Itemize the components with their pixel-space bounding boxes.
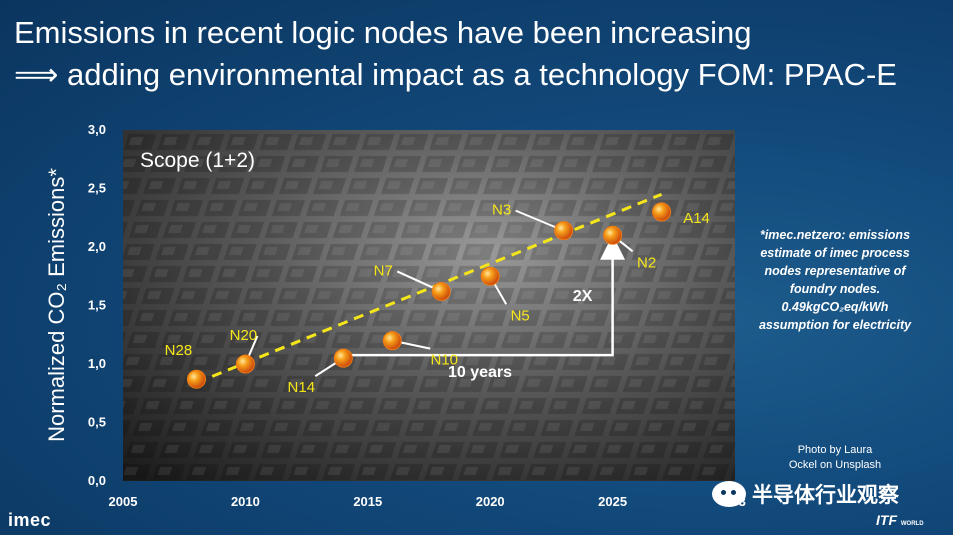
y-tick-label: 3,0: [88, 122, 106, 137]
annotations: 10 years 2X: [343, 234, 626, 381]
photo-credit-line: Ockel on Unsplash: [788, 459, 882, 471]
point-marker: [186, 369, 206, 389]
y-tick-label: 2,0: [88, 239, 106, 254]
doubling-arrow: [343, 234, 626, 357]
watermark-text: 半导体行业观察: [752, 484, 899, 507]
point-label: N10: [431, 352, 459, 369]
y-tick-label: 0,5: [88, 415, 106, 430]
x-tick-label: 2015: [353, 494, 382, 509]
x-tick-label: 2025: [598, 494, 627, 509]
point-marker: [480, 266, 500, 286]
itf-logo-small: WORLD: [900, 521, 924, 527]
point-label: N14: [288, 379, 316, 396]
x-tick-label: 2010: [231, 494, 260, 509]
point-marker: [382, 331, 402, 351]
title-line-1: Emissions in recent logic nodes have bee…: [14, 15, 752, 50]
point-label: A14: [683, 210, 710, 227]
point-label: N3: [492, 202, 511, 219]
wechat-icon: [712, 481, 746, 507]
data-point-n14: N14: [288, 348, 353, 396]
axes: 0,0 0,5 1,0 1,5 2,0 2,5 3,0 2005 2010 2015 2020 202…: [88, 122, 746, 509]
point-marker: [652, 202, 672, 222]
photo-credit-line: Photo by Laura: [797, 444, 873, 456]
y-axis-label: Normalized CO₂ Emissions*: [44, 168, 69, 442]
footnote: *imec.netzero: emissions estimate of ime…: [745, 226, 925, 334]
point-label: N7: [374, 262, 393, 279]
slide-title: Emissions in recent logic nodes have bee…: [14, 12, 944, 96]
point-marker: [554, 221, 574, 241]
footnote-line: assumption for electricity: [758, 318, 912, 332]
x-tick-label: 2020: [476, 494, 505, 509]
imec-logo: imec: [8, 510, 52, 530]
point-label: N5: [511, 307, 530, 324]
data-point-n2: N2: [603, 225, 656, 271]
photo-credit: Photo by Laura Ockel on Unsplash: [760, 443, 910, 473]
y-tick-label: 1,0: [88, 356, 106, 371]
point-marker: [235, 354, 255, 374]
y-tick-label: 0,0: [88, 473, 106, 488]
years-annotation: 10 years: [448, 364, 512, 381]
point-label: N28: [165, 342, 193, 359]
point-marker: [431, 281, 451, 301]
footnote-line: estimate of imec process: [760, 246, 910, 260]
data-point-n10: N10: [382, 331, 459, 369]
footnote-line: *imec.netzero: emissions: [759, 228, 911, 242]
data-point-n5: N5: [480, 266, 530, 324]
data-point-a14: A14: [652, 202, 710, 227]
y-tick-label: 1,5: [88, 298, 106, 313]
data-point-n7: N7: [374, 262, 451, 301]
point-label: N2: [637, 254, 656, 271]
x-tick-label: 2005: [109, 494, 138, 509]
point-label: N20: [230, 327, 258, 344]
footnote-line: nodes representative of: [764, 264, 906, 278]
photo-texture: [123, 130, 735, 481]
scope-label: Scope (1+2): [140, 149, 255, 172]
y-tick-label: 2,5: [88, 181, 106, 196]
factor-annotation: 2X: [573, 288, 593, 305]
itf-logo-text: ITF: [876, 512, 897, 528]
footnote-line: foundry nodes.: [789, 282, 881, 296]
data-points: N28 N20 N14 N10 N7 N5 N3 N2 A14: [165, 202, 710, 397]
point-marker: [603, 225, 623, 245]
title-line-2: ⟹ adding environmental impact as a techn…: [14, 57, 897, 92]
data-point-n3: N3: [492, 202, 574, 241]
itf-logo: ITF WORLD: [876, 512, 924, 528]
data-point-n28: N28: [165, 342, 206, 389]
watermark: 半导体行业观察: [712, 480, 899, 508]
point-marker: [333, 348, 353, 368]
data-point-n20: N20: [230, 327, 259, 374]
footnote-line: 0.49kgCO₂eq/kWh: [781, 300, 889, 314]
